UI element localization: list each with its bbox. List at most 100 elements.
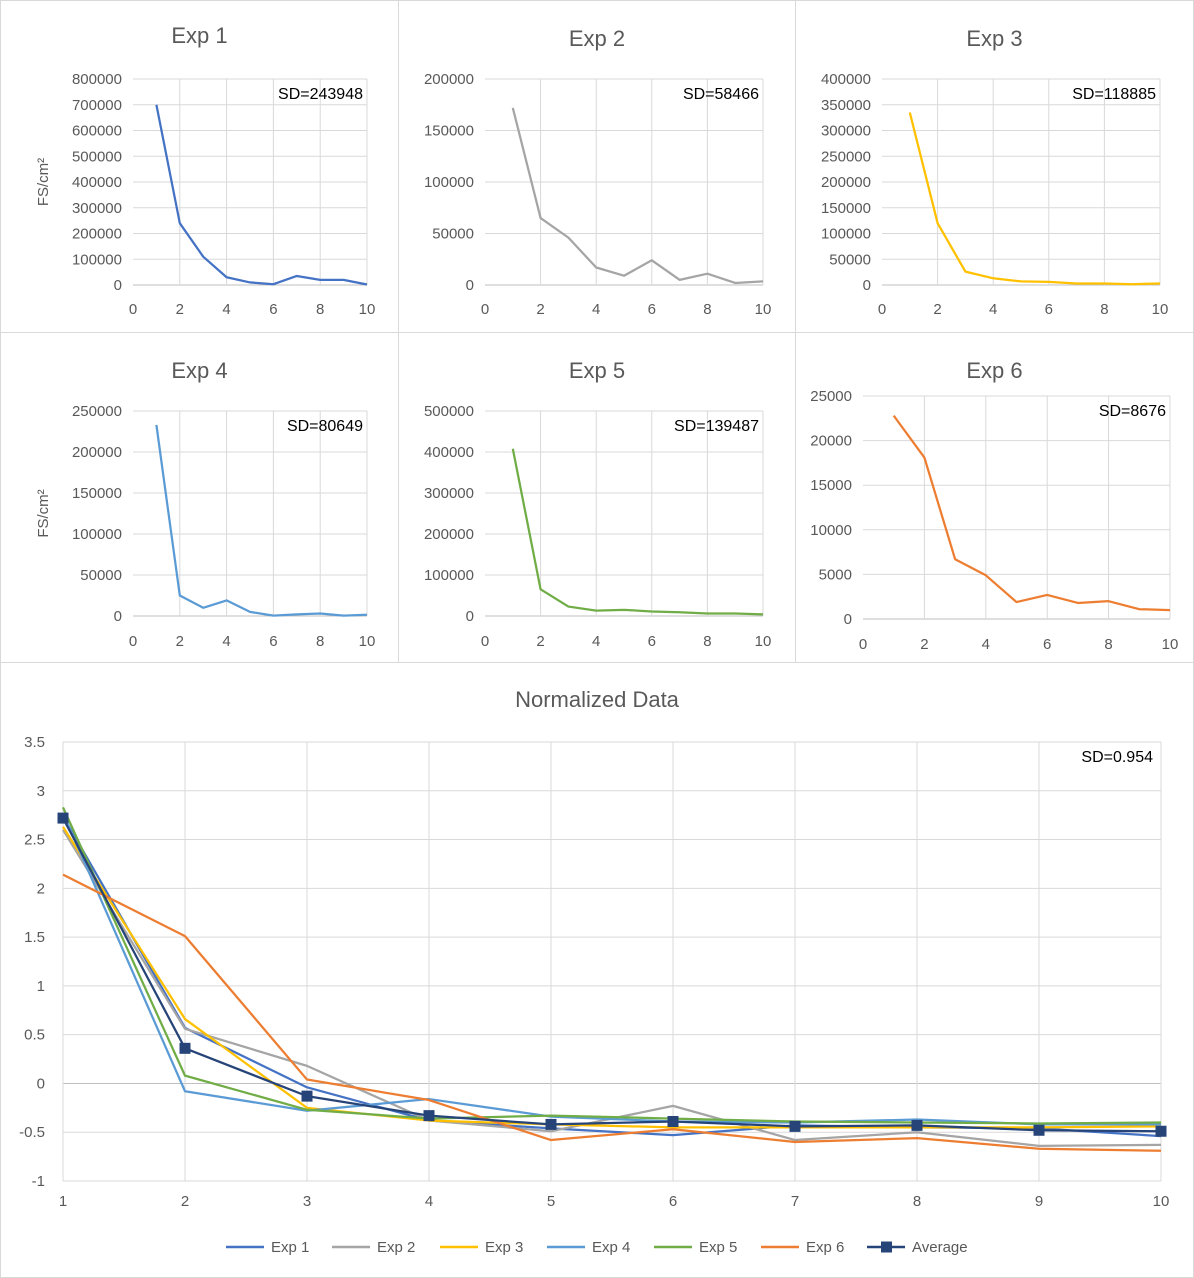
x-tick-label: 4 [222, 301, 230, 318]
legend-label: Exp 4 [592, 1239, 630, 1256]
sd-annotation: SD=8676 [1099, 403, 1166, 420]
y-tick-label: 0 [466, 277, 474, 294]
x-tick-label: 0 [878, 301, 886, 318]
data-point [539, 216, 543, 220]
data-point [201, 255, 205, 259]
exp1-chart-panel: Exp 1 0 100000 200000 300000 400000 500000 6000… [0, 0, 399, 333]
y-tick-label: 250000 [72, 403, 122, 420]
sd-annotation: SD=58466 [683, 86, 759, 103]
legend-item: Exp 3 [440, 1239, 523, 1256]
data-point [1102, 281, 1106, 285]
series-line [511, 448, 764, 616]
y-tick-label: 100000 [821, 226, 871, 243]
y-tick-label: 300000 [72, 200, 122, 217]
normalized-chart-panel: Normalized Data -1 -0.5 0 0.5 1 1.5 2 2.5 3 3.5 1 2 3… [0, 662, 1194, 1278]
data-point [225, 275, 229, 279]
exp4-chart: Exp 4 0 50000 100000 150000 200000 250000 0 2 4 6 8… [35, 358, 376, 650]
data-point [1047, 280, 1051, 284]
data-point [183, 1074, 187, 1078]
x-tick-label: 4 [592, 633, 600, 650]
data-point [1159, 1120, 1163, 1124]
exp3-chart-panel: Exp 3 0 50000 100000 150000 200000 250000 30000… [795, 0, 1194, 333]
average-marker [423, 1110, 435, 1122]
x-tick-label: 4 [222, 633, 230, 650]
average-marker [545, 1118, 557, 1130]
y-axis-label: FS/cm² [35, 158, 52, 206]
series-exp-5 [61, 806, 1163, 1125]
data-point [936, 221, 940, 225]
data-point [1019, 279, 1023, 283]
exp4-chart-panel: Exp 4 0 50000 100000 150000 200000 250000 0 2 4 6 8… [0, 332, 399, 663]
x-tick-label: 2 [933, 301, 941, 318]
y-tick-label: 200000 [424, 526, 474, 543]
legend-item: Exp 4 [547, 1239, 630, 1256]
y-tick-label: 100000 [424, 567, 474, 584]
legend-item: Average [867, 1239, 968, 1256]
data-point [671, 1104, 675, 1108]
data-point [1158, 281, 1162, 285]
data-point [733, 281, 737, 285]
data-point [705, 612, 709, 616]
exp2-chart: Exp 2 0 50000 100000 150000 200000 0 2 4 6 8 10 SD=5… [424, 26, 771, 318]
data-point [566, 236, 570, 240]
exp6-chart: Exp 6 0 5000 10000 15000 20000 25000 0 2 4 6 8 10 SD=… [810, 358, 1178, 653]
data-point [622, 274, 626, 278]
y-tick-label: 800000 [72, 71, 122, 88]
y-tick-label: 100000 [424, 174, 474, 191]
data-point [305, 1085, 309, 1089]
exp6-chart-panel: Exp 6 0 5000 10000 15000 20000 25000 0 2 4 6 8 10 SD=… [795, 332, 1194, 663]
y-tick-label: 20000 [810, 433, 852, 450]
data-point [342, 614, 346, 618]
y-tick-label: -1 [32, 1173, 45, 1190]
x-tick-label: 5 [547, 1193, 555, 1210]
data-point [908, 110, 912, 114]
average-marker [1033, 1124, 1045, 1136]
x-tick-label: 10 [359, 633, 376, 650]
x-tick-label: 4 [592, 301, 600, 318]
y-tick-label: 150000 [72, 485, 122, 502]
y-tick-label: 400000 [424, 444, 474, 461]
normalized-chart: Normalized Data -1 -0.5 0 0.5 1 1.5 2 2.5 3 3.5 1 2 3… [19, 687, 1169, 1256]
data-point [650, 258, 654, 262]
data-point [183, 1027, 187, 1031]
sd-annotation: SD=243948 [278, 86, 363, 103]
y-tick-label: 5000 [819, 566, 852, 583]
data-point [183, 934, 187, 938]
data-point [549, 1114, 553, 1118]
x-tick-label: 8 [703, 633, 711, 650]
data-point [61, 825, 65, 829]
data-point [566, 605, 570, 609]
data-point [549, 1138, 553, 1142]
series-line [155, 424, 368, 617]
data-point [622, 608, 626, 612]
data-point [183, 1017, 187, 1021]
x-tick-label: 6 [669, 1193, 677, 1210]
series-line [511, 107, 764, 285]
average-marker [57, 812, 69, 824]
x-tick-label: 8 [913, 1193, 921, 1210]
y-tick-label: 0 [114, 277, 122, 294]
data-point [1159, 1143, 1163, 1147]
chart-title: Exp 1 [171, 23, 227, 48]
y-tick-label: 500000 [424, 403, 474, 420]
x-tick-label: 4 [982, 636, 990, 653]
data-point [984, 573, 988, 577]
y-tick-label: 0 [863, 277, 871, 294]
data-point [1130, 282, 1134, 286]
exp1-chart: Exp 1 0 100000 200000 300000 400000 500000 6000… [35, 23, 375, 318]
data-point [271, 282, 275, 286]
y-tick-label: 300000 [821, 123, 871, 140]
data-point [318, 612, 322, 616]
y-tick-label: 50000 [80, 567, 122, 584]
y-tick-label: 700000 [72, 97, 122, 114]
data-point [511, 106, 515, 110]
data-point [761, 279, 765, 283]
series-exp-2 [62, 829, 1163, 1148]
x-tick-label: 8 [1100, 301, 1108, 318]
chart-title: Exp 5 [569, 358, 625, 383]
data-point [271, 614, 275, 618]
x-tick-label: 10 [755, 633, 772, 650]
average-marker [1155, 1125, 1167, 1137]
y-tick-label: 3 [37, 783, 45, 800]
data-point [248, 280, 252, 284]
